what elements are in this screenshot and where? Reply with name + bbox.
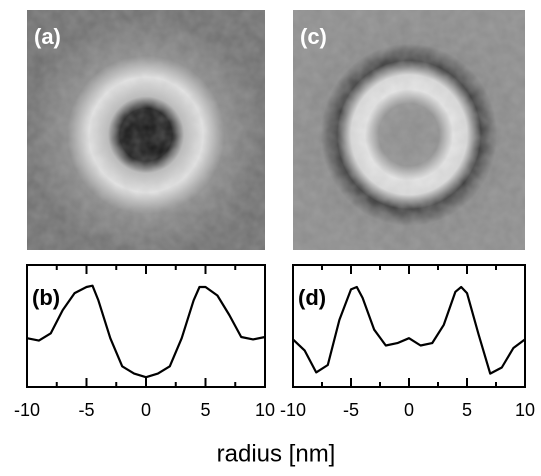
panel-label: (b) bbox=[32, 285, 60, 310]
x-tick-label: 10 bbox=[515, 400, 535, 420]
plot-frame bbox=[26, 264, 266, 388]
x-tick-label: 0 bbox=[404, 400, 414, 420]
x-tick-label: -5 bbox=[78, 400, 94, 420]
image-c: (c) bbox=[293, 10, 525, 250]
x-tick-label: 5 bbox=[462, 400, 472, 420]
line bbox=[26, 284, 266, 379]
x-tick-label: 0 bbox=[141, 400, 151, 420]
x-tick-label: -5 bbox=[343, 400, 359, 420]
line bbox=[292, 285, 526, 375]
x-axis-label: radius [nm] bbox=[217, 440, 336, 467]
panel-label: (c) bbox=[300, 24, 327, 49]
panel-label: (a) bbox=[34, 24, 61, 49]
image-a: (a) bbox=[27, 10, 265, 250]
x-tick-label: 10 bbox=[255, 400, 275, 420]
plot-frame bbox=[292, 264, 526, 388]
x-tick-label: -10 bbox=[280, 400, 306, 420]
x-tick-label: 5 bbox=[200, 400, 210, 420]
x-tick-label: -10 bbox=[14, 400, 40, 420]
panel-label: (d) bbox=[298, 285, 326, 310]
